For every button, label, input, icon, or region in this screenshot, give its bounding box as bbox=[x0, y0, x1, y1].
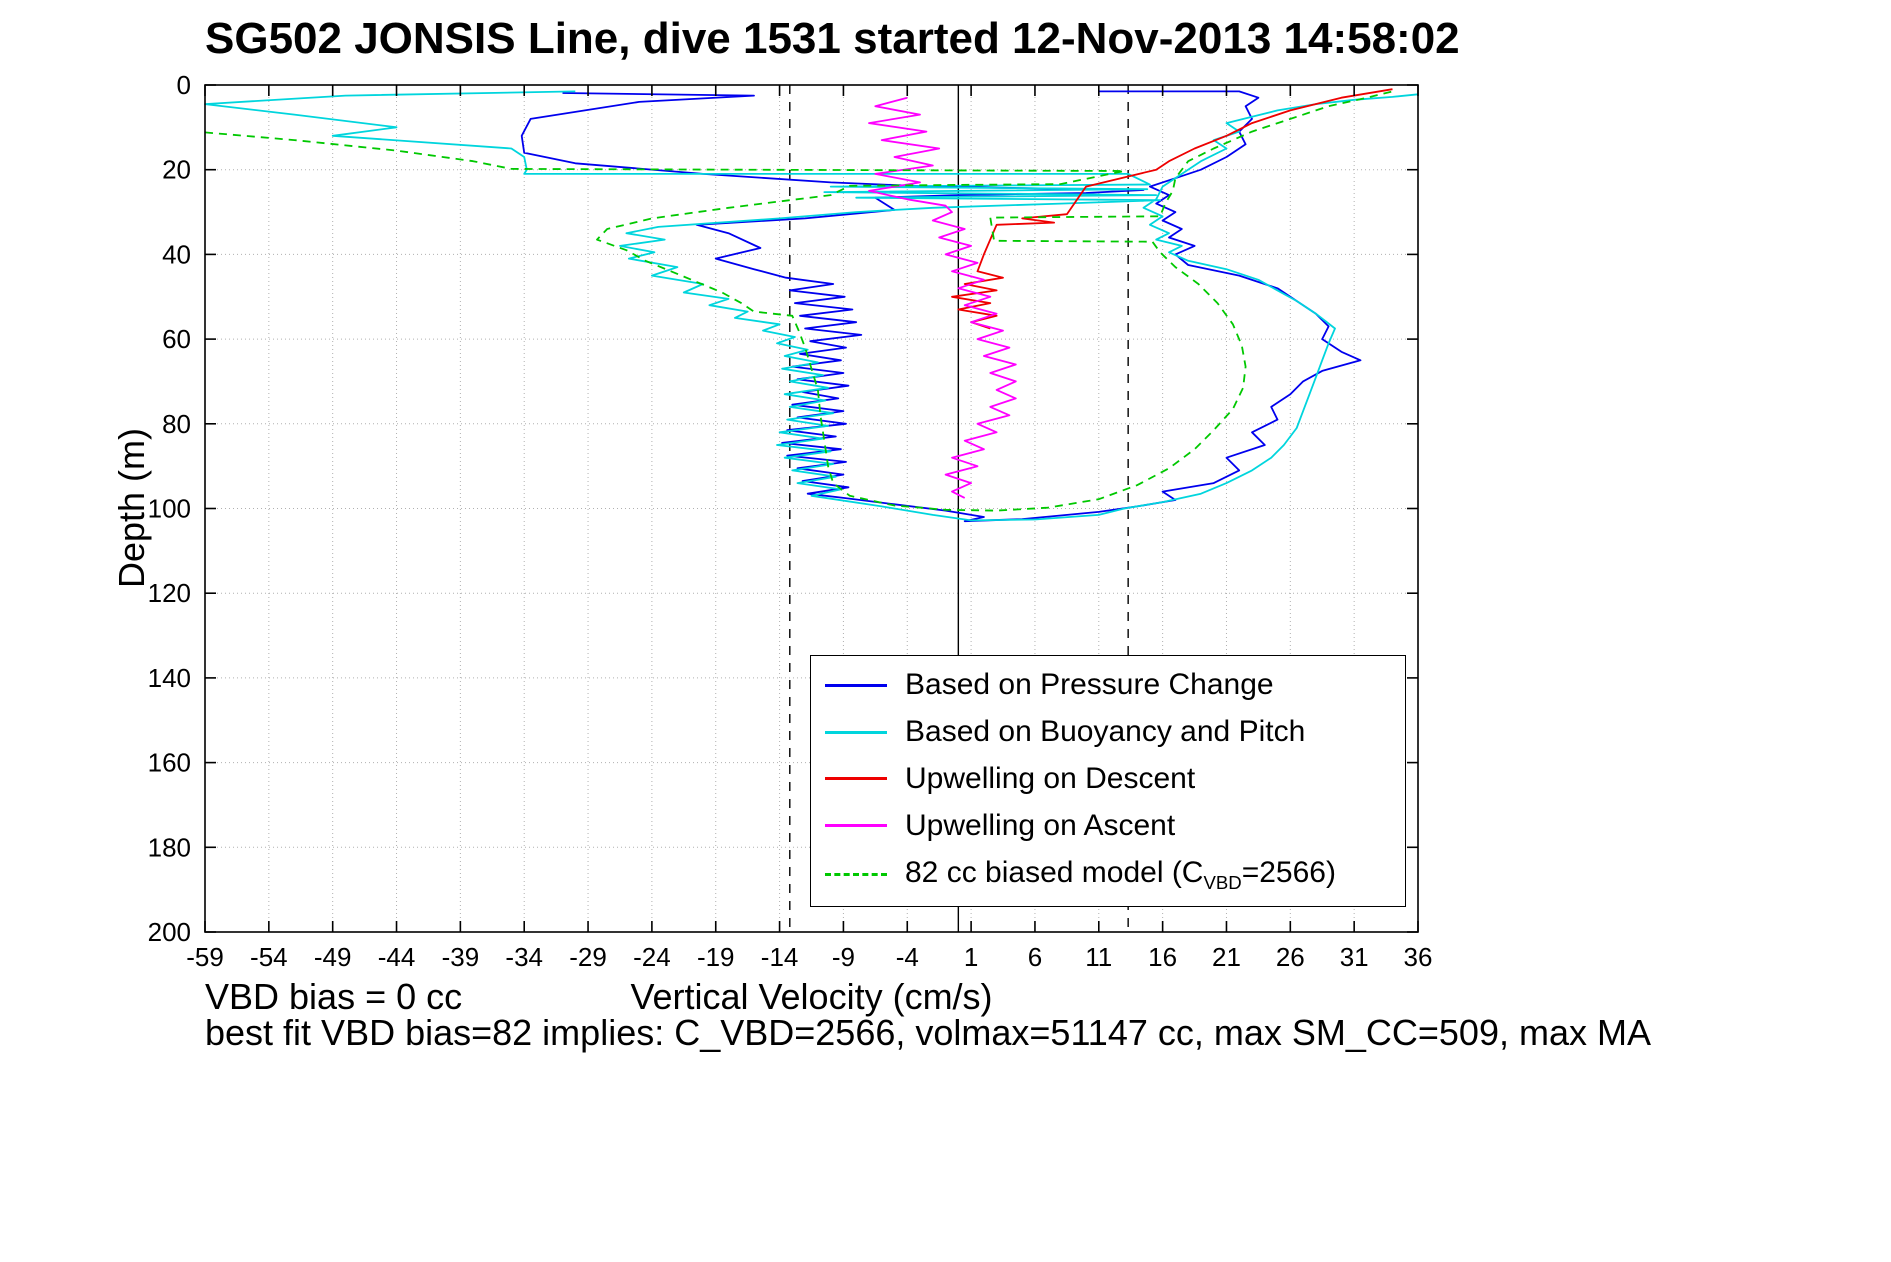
x-tick-label: -59 bbox=[186, 942, 224, 972]
legend-label: Based on Pressure Change bbox=[905, 668, 1274, 702]
legend-label-suffix: =2566) bbox=[1241, 855, 1336, 889]
legend-line-sample-descent-upwelling bbox=[825, 777, 887, 781]
x-tick-label: -54 bbox=[250, 942, 288, 972]
y-tick-label: 0 bbox=[177, 70, 191, 100]
series-line-descent-upwelling bbox=[951, 88, 1393, 330]
legend-label: Based on Buoyancy and Pitch bbox=[905, 715, 1306, 749]
legend-label: 82 cc biased model (CVBD=2566) bbox=[905, 856, 1336, 894]
y-axis-label: Depth (m) bbox=[111, 427, 152, 589]
legend-label: Upwelling on Ascent bbox=[905, 808, 1176, 842]
x-tick-label: 11 bbox=[1085, 942, 1112, 972]
x-tick-label: -39 bbox=[442, 942, 480, 972]
legend-label-subscript: VBD bbox=[1203, 871, 1242, 893]
legend-item-model: 82 cc biased model (CVBD=2566) bbox=[825, 856, 1399, 894]
legend-line-sample-buoyancy bbox=[825, 730, 887, 734]
vbd-bias-annotation: VBD bias = 0 cc bbox=[205, 976, 463, 1017]
x-tick-label: 36 bbox=[1404, 942, 1433, 972]
x-tick-label: 16 bbox=[1148, 942, 1177, 972]
x-tick-label: 26 bbox=[1276, 942, 1305, 972]
x-tick-label: -49 bbox=[314, 942, 352, 972]
legend-item-buoyancy: Based on Buoyancy and Pitch bbox=[825, 715, 1399, 749]
series-line-model bbox=[204, 90, 1393, 512]
x-tick-label: -14 bbox=[761, 942, 799, 972]
y-tick-label: 200 bbox=[148, 917, 191, 947]
y-tick-label: 160 bbox=[148, 748, 191, 778]
series-line-ascent-upwelling bbox=[868, 96, 1017, 499]
legend-line-sample-pressure bbox=[825, 683, 887, 687]
x-tick-label: -29 bbox=[569, 942, 607, 972]
x-tick-label: -9 bbox=[832, 942, 855, 972]
x-tick-label: -4 bbox=[896, 942, 919, 972]
legend-line-sample-ascent-upwelling bbox=[825, 824, 887, 828]
series-line-pressure bbox=[520, 90, 1362, 523]
y-tick-label: 140 bbox=[148, 663, 191, 693]
legend-item-ascent-upwelling: Upwelling on Ascent bbox=[825, 809, 1399, 843]
y-tick-label: 180 bbox=[148, 832, 191, 862]
best-fit-annotation: best fit VBD bias=82 implies: C_VBD=2566… bbox=[205, 1012, 1651, 1053]
y-tick-label: 40 bbox=[162, 239, 191, 269]
x-tick-label: -34 bbox=[505, 942, 543, 972]
y-tick-label: 100 bbox=[148, 494, 191, 524]
legend: Based on Pressure Change Based on Buoyan… bbox=[810, 655, 1406, 907]
x-tick-label: -24 bbox=[633, 942, 671, 972]
series-line-buoyancy bbox=[204, 90, 1419, 522]
y-tick-label: 60 bbox=[162, 324, 191, 354]
legend-label: Upwelling on Descent bbox=[905, 761, 1196, 795]
y-tick-label: 120 bbox=[148, 578, 191, 608]
y-tick-label: 80 bbox=[162, 409, 191, 439]
legend-item-pressure: Based on Pressure Change bbox=[825, 668, 1399, 702]
x-tick-label: -19 bbox=[697, 942, 735, 972]
x-tick-label: 21 bbox=[1212, 942, 1241, 972]
x-tick-label: 1 bbox=[964, 942, 978, 972]
y-tick-label: 20 bbox=[162, 155, 191, 185]
legend-line-sample-model bbox=[825, 873, 887, 877]
chart-title: SG502 JONSIS Line, dive 1531 started 12-… bbox=[205, 14, 1460, 63]
x-tick-label: 6 bbox=[1028, 942, 1042, 972]
legend-label-prefix: 82 cc biased model (C bbox=[905, 855, 1204, 889]
legend-item-descent-upwelling: Upwelling on Descent bbox=[825, 762, 1399, 796]
x-tick-label: -44 bbox=[378, 942, 416, 972]
x-tick-label: 31 bbox=[1340, 942, 1369, 972]
x-axis-label: Vertical Velocity (cm/s) bbox=[630, 976, 993, 1017]
